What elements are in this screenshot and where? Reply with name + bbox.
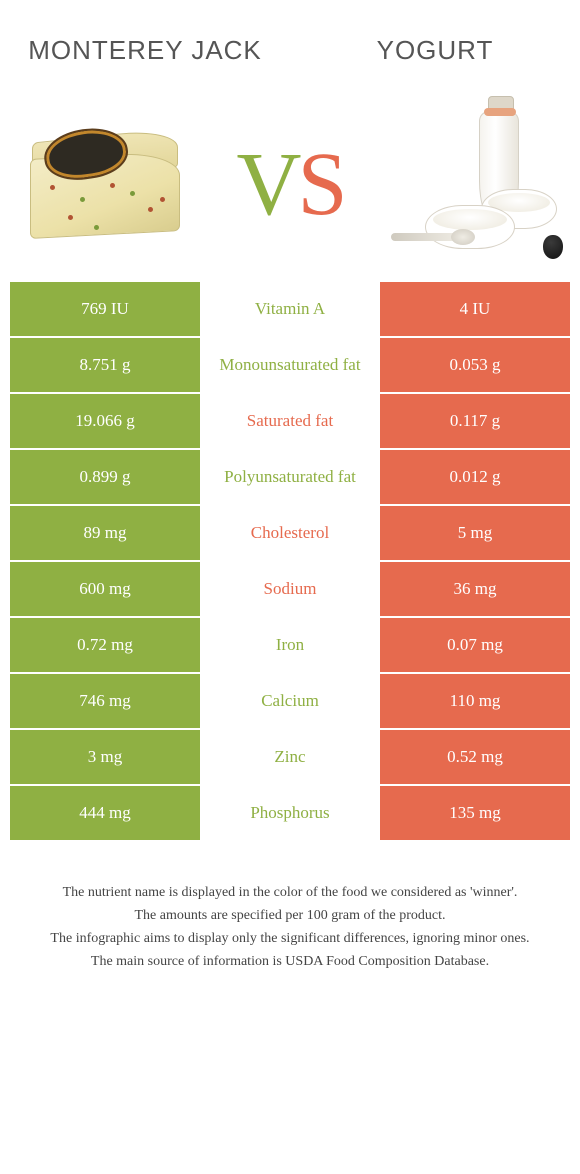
footer-notes: The nutrient name is displayed in the co…	[20, 882, 560, 972]
value-right: 110 mg	[380, 674, 570, 728]
value-right: 0.52 mg	[380, 730, 570, 784]
value-right: 4 IU	[380, 282, 570, 336]
table-row: 444 mgPhosphorus135 mg	[10, 786, 570, 840]
image-row: VS	[0, 100, 580, 280]
table-row: 3 mgZinc0.52 mg	[10, 730, 570, 784]
food-image-left	[10, 105, 200, 265]
value-right: 5 mg	[380, 506, 570, 560]
footer-line: The nutrient name is displayed in the co…	[20, 882, 560, 903]
yogurt-icon	[385, 105, 565, 265]
food-title-right: Yogurt	[290, 35, 580, 66]
value-right: 0.012 g	[380, 450, 570, 504]
vs-s: S	[297, 135, 343, 234]
nutrient-label: Iron	[200, 618, 380, 672]
value-right: 0.053 g	[380, 338, 570, 392]
cheese-icon	[20, 125, 190, 245]
value-left: 0.899 g	[10, 450, 200, 504]
value-left: 444 mg	[10, 786, 200, 840]
nutrient-label: Calcium	[200, 674, 380, 728]
vs-v: V	[236, 135, 297, 234]
nutrient-label: Sodium	[200, 562, 380, 616]
value-left: 19.066 g	[10, 394, 200, 448]
table-row: 769 IUVitamin A4 IU	[10, 282, 570, 336]
nutrition-table: 769 IUVitamin A4 IU8.751 gMonounsaturate…	[10, 280, 570, 842]
value-left: 3 mg	[10, 730, 200, 784]
nutrient-label: Zinc	[200, 730, 380, 784]
table-row: 19.066 gSaturated fat0.117 g	[10, 394, 570, 448]
food-title-left: Monterey Jack	[0, 35, 290, 66]
nutrient-label: Cholesterol	[200, 506, 380, 560]
value-right: 135 mg	[380, 786, 570, 840]
table-row: 0.899 gPolyunsaturated fat0.012 g	[10, 450, 570, 504]
table-row: 0.72 mgIron0.07 mg	[10, 618, 570, 672]
value-left: 89 mg	[10, 506, 200, 560]
vs-label: VS	[236, 140, 343, 230]
value-left: 8.751 g	[10, 338, 200, 392]
nutrient-label: Vitamin A	[200, 282, 380, 336]
table-row: 746 mgCalcium110 mg	[10, 674, 570, 728]
footer-line: The main source of information is USDA F…	[20, 951, 560, 972]
value-left: 0.72 mg	[10, 618, 200, 672]
table-row: 89 mgCholesterol5 mg	[10, 506, 570, 560]
value-right: 0.117 g	[380, 394, 570, 448]
value-left: 769 IU	[10, 282, 200, 336]
footer-line: The amounts are specified per 100 gram o…	[20, 905, 560, 926]
footer-line: The infographic aims to display only the…	[20, 928, 560, 949]
nutrient-label: Polyunsaturated fat	[200, 450, 380, 504]
nutrient-label: Monounsaturated fat	[200, 338, 380, 392]
nutrient-label: Phosphorus	[200, 786, 380, 840]
value-left: 600 mg	[10, 562, 200, 616]
value-right: 36 mg	[380, 562, 570, 616]
value-left: 746 mg	[10, 674, 200, 728]
value-right: 0.07 mg	[380, 618, 570, 672]
table-row: 8.751 gMonounsaturated fat0.053 g	[10, 338, 570, 392]
food-image-right	[380, 105, 570, 265]
header: Monterey Jack Yogurt	[0, 0, 580, 100]
nutrient-label: Saturated fat	[200, 394, 380, 448]
table-row: 600 mgSodium36 mg	[10, 562, 570, 616]
